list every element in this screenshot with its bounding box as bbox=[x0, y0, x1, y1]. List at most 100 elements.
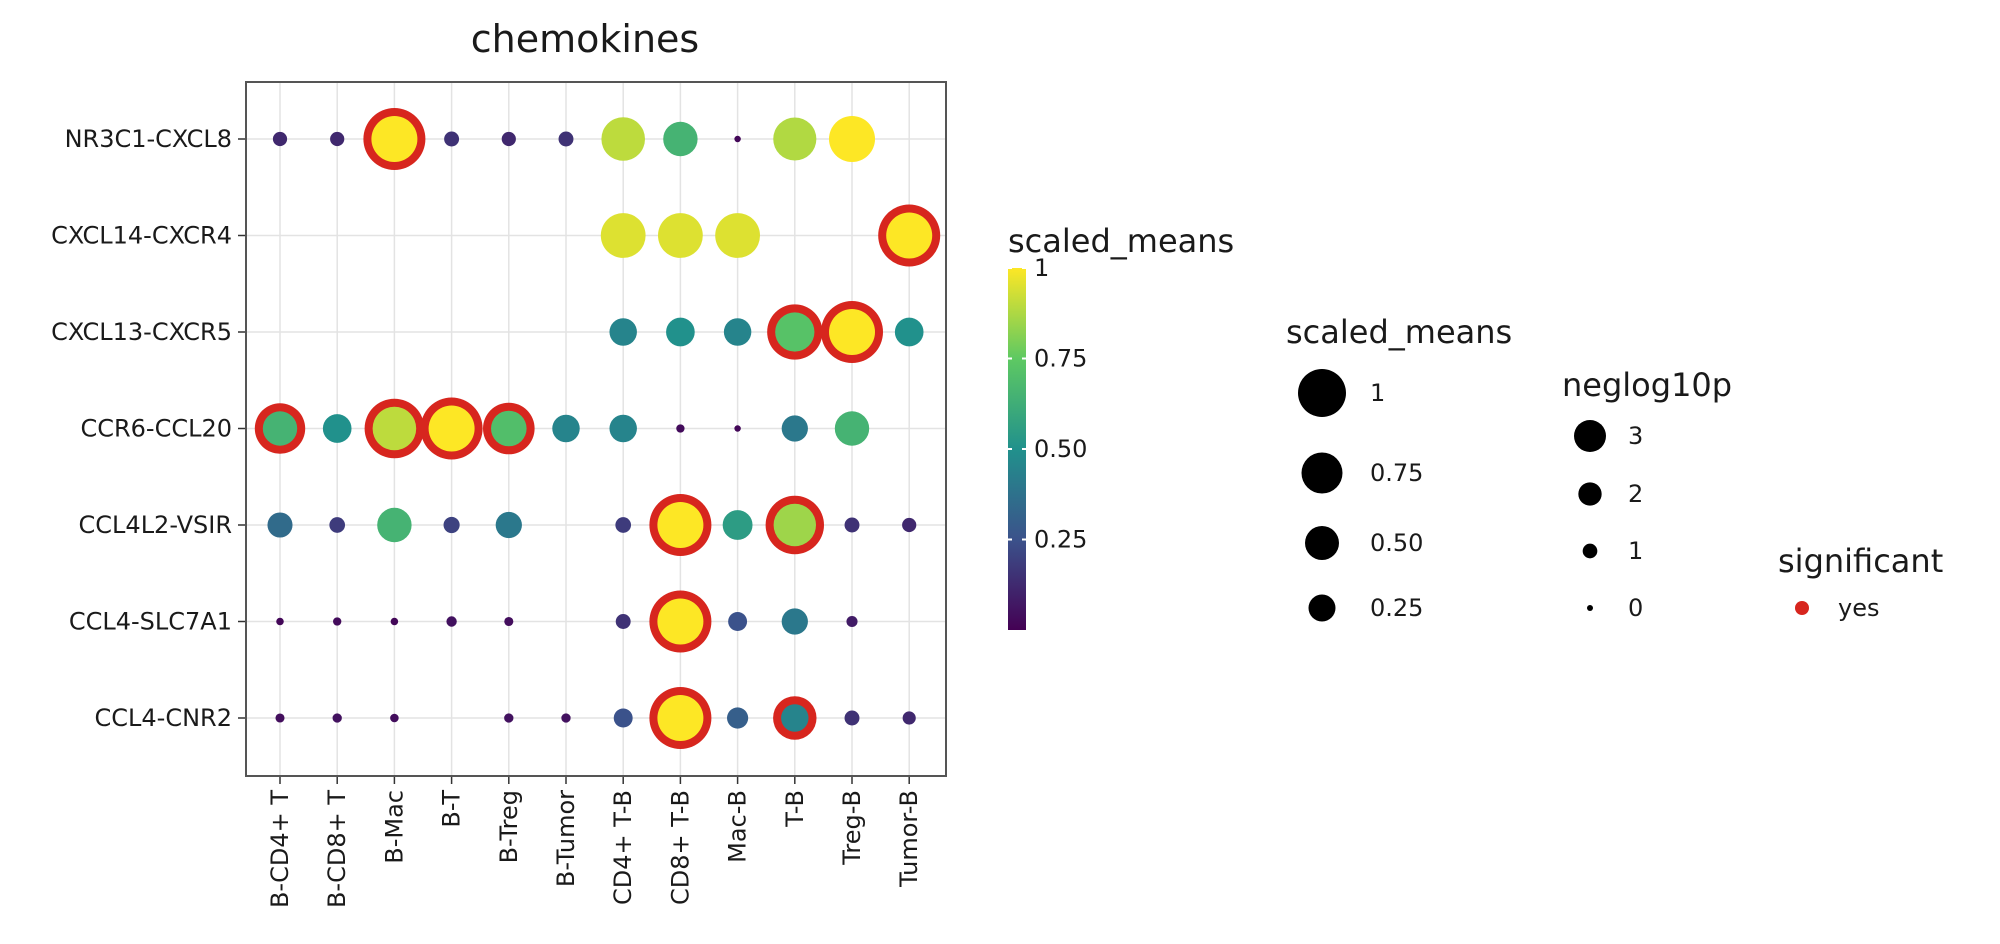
size-legend-label: 1 bbox=[1370, 379, 1385, 407]
color-bar-tick-label: 0.50 bbox=[1034, 435, 1087, 463]
y-tick-label: CXCL14-CXCR4 bbox=[51, 222, 232, 250]
data-point-ccl4-slc7a1-b-cd8-t bbox=[333, 617, 342, 626]
data-point-ccl4-cnr2-t-b bbox=[781, 704, 809, 732]
data-point-nr3c1-cxcl8-cd4-t-b bbox=[601, 117, 645, 161]
data-point-ccl4-cnr2-mac-b bbox=[727, 707, 749, 729]
data-point-ccr6-ccl20-b-treg bbox=[491, 410, 527, 447]
plot-area: B-CD4+ T B-CD8+ T B-Mac B-T B-Treg B-Tumor CD4… bbox=[51, 81, 947, 908]
neglog10p-legend-label: 1 bbox=[1628, 537, 1643, 565]
data-point-ccr6-ccl20-cd8-t-b bbox=[676, 424, 685, 433]
x-tick-label: CD8+ T-B bbox=[666, 790, 694, 905]
y-tick-label: CXCL13-CXCR5 bbox=[51, 318, 232, 346]
data-point-ccl4l2-vsir-b-treg bbox=[495, 511, 522, 539]
data-point-cxcl13-cxcr5-treg-b bbox=[829, 309, 875, 355]
data-point-ccl4-slc7a1-b-cd4-t bbox=[276, 617, 284, 626]
data-point-cxcl14-cxcr4-cd8-t-b bbox=[658, 213, 703, 258]
size-legend-label: 0.50 bbox=[1370, 529, 1423, 557]
data-point-ccl4l2-vsir-mac-b bbox=[722, 510, 753, 540]
neglog10p-legend-label: 0 bbox=[1628, 594, 1643, 622]
data-point-ccl4-cnr2-b-cd8-t bbox=[332, 713, 342, 723]
data-point-ccl4-slc7a1-cd8-t-b bbox=[657, 598, 704, 645]
x-tick-label: B-CD8+ T bbox=[323, 790, 351, 908]
size-legend-key bbox=[1301, 452, 1343, 494]
data-point-cxcl13-cxcr5-mac-b bbox=[723, 318, 752, 346]
data-point-ccl4-slc7a1-b-treg bbox=[504, 616, 514, 627]
x-tick-label: CD4+ T-B bbox=[609, 790, 637, 905]
data-point-ccl4-cnr2-tumor-b bbox=[902, 711, 916, 725]
data-point-ccr6-ccl20-cd4-t-b bbox=[609, 414, 637, 443]
data-point-nr3c1-cxcl8-b-cd8-t bbox=[330, 131, 345, 147]
data-point-ccl4-slc7a1-mac-b bbox=[728, 612, 748, 631]
color-bar-tick-label: 0.75 bbox=[1034, 345, 1087, 373]
data-point-ccl4-cnr2-b-tumor bbox=[561, 713, 571, 723]
size-legend-label: 0.75 bbox=[1370, 459, 1423, 487]
data-point-ccl4-cnr2-treg-b bbox=[844, 710, 860, 726]
data-point-ccl4-slc7a1-treg-b bbox=[846, 615, 858, 628]
neglog10p-legend-key bbox=[1587, 605, 1593, 611]
data-point-ccl4l2-vsir-cd4-t-b bbox=[615, 517, 632, 533]
data-point-nr3c1-cxcl8-mac-b bbox=[734, 135, 741, 143]
color-bar bbox=[1008, 268, 1026, 630]
data-point-ccl4-cnr2-cd4-t-b bbox=[613, 708, 633, 728]
data-point-ccr6-ccl20-mac-b bbox=[734, 425, 741, 432]
data-point-ccl4-slc7a1-b-t bbox=[446, 616, 457, 627]
data-point-ccl4-slc7a1-b-mac bbox=[390, 617, 399, 626]
x-tick-label: B-Mac bbox=[380, 790, 408, 864]
data-point-ccl4l2-vsir-cd8-t-b bbox=[657, 502, 704, 548]
data-point-ccr6-ccl20-b-cd8-t bbox=[322, 414, 352, 443]
data-point-ccr6-ccl20-treg-b bbox=[834, 411, 870, 446]
data-point-cxcl14-cxcr4-tumor-b bbox=[886, 212, 933, 259]
size-legend-title: scaled_means bbox=[1286, 313, 1512, 351]
data-point-ccr6-ccl20-t-b bbox=[781, 415, 808, 442]
data-point-ccl4-cnr2-b-mac bbox=[390, 713, 399, 723]
neglog10p-legend-key bbox=[1582, 543, 1598, 559]
size-legend-key bbox=[1298, 369, 1346, 417]
data-point-nr3c1-cxcl8-b-treg bbox=[501, 131, 516, 147]
neglog10p-legend-label: 2 bbox=[1628, 480, 1643, 508]
x-tick-label: Mac-B bbox=[724, 790, 752, 863]
x-tick-label: Treg-B bbox=[838, 790, 866, 866]
color-bar-tick-label: 0.25 bbox=[1034, 526, 1087, 554]
data-point-nr3c1-cxcl8-t-b bbox=[773, 117, 817, 161]
color-legend-title: scaled_means bbox=[1008, 222, 1234, 260]
chart-title: chemokines bbox=[471, 17, 699, 61]
data-point-ccr6-ccl20-b-mac bbox=[372, 406, 417, 451]
data-point-ccl4l2-vsir-t-b bbox=[773, 503, 816, 547]
neglog10p-legend-title: neglog10p bbox=[1562, 366, 1732, 404]
data-point-ccl4l2-vsir-b-mac bbox=[377, 507, 412, 543]
y-tick-label: CCL4-SLC7A1 bbox=[69, 608, 232, 636]
data-point-nr3c1-cxcl8-treg-b bbox=[829, 116, 875, 162]
y-tick-label: CCL4-CNR2 bbox=[95, 704, 232, 732]
data-point-ccr6-ccl20-b-tumor bbox=[552, 414, 580, 443]
x-tick-label: Tumor-B bbox=[895, 790, 923, 888]
data-point-ccl4-slc7a1-cd4-t-b bbox=[615, 614, 631, 629]
data-point-cxcl13-cxcr5-tumor-b bbox=[894, 317, 924, 347]
data-point-nr3c1-cxcl8-b-tumor bbox=[558, 131, 574, 147]
data-point-ccl4-cnr2-b-cd4-t bbox=[275, 713, 285, 723]
size-legend-key bbox=[1308, 594, 1336, 622]
data-point-ccl4l2-vsir-b-t bbox=[443, 516, 460, 534]
data-point-ccl4l2-vsir-b-cd8-t bbox=[329, 517, 346, 533]
significant-legend-title: significant bbox=[1778, 542, 1943, 580]
data-point-cxcl14-cxcr4-cd4-t-b bbox=[600, 213, 646, 258]
color-legend: scaled_means 0.25 0.50 0.75 1 bbox=[1008, 222, 1234, 630]
data-point-ccl4-cnr2-b-treg bbox=[504, 713, 514, 723]
data-point-ccl4l2-vsir-tumor-b bbox=[902, 517, 917, 533]
data-point-nr3c1-cxcl8-cd8-t-b bbox=[663, 121, 698, 157]
x-tick-label: B-Tumor bbox=[552, 790, 580, 887]
neglog10p-legend-key bbox=[1578, 482, 1602, 506]
size-legend-neglog10p: neglog10p 3 2 1 0 bbox=[1562, 366, 1732, 622]
data-point-nr3c1-cxcl8-b-t bbox=[444, 131, 460, 147]
data-point-ccl4l2-vsir-treg-b bbox=[844, 517, 860, 533]
data-point-cxcl13-cxcr5-t-b bbox=[775, 312, 815, 352]
data-point-cxcl14-cxcr4-mac-b bbox=[715, 213, 760, 258]
x-tick-label: B-CD4+ T bbox=[266, 790, 294, 908]
x-tick-label: T-B bbox=[781, 790, 809, 828]
x-tick-label: B-Treg bbox=[495, 790, 523, 863]
data-point-nr3c1-cxcl8-b-cd4-t bbox=[272, 131, 288, 147]
color-bar-tick-label: 1 bbox=[1034, 254, 1049, 282]
significant-legend: significant yes bbox=[1778, 542, 1943, 622]
data-point-ccl4-slc7a1-t-b bbox=[781, 608, 808, 635]
